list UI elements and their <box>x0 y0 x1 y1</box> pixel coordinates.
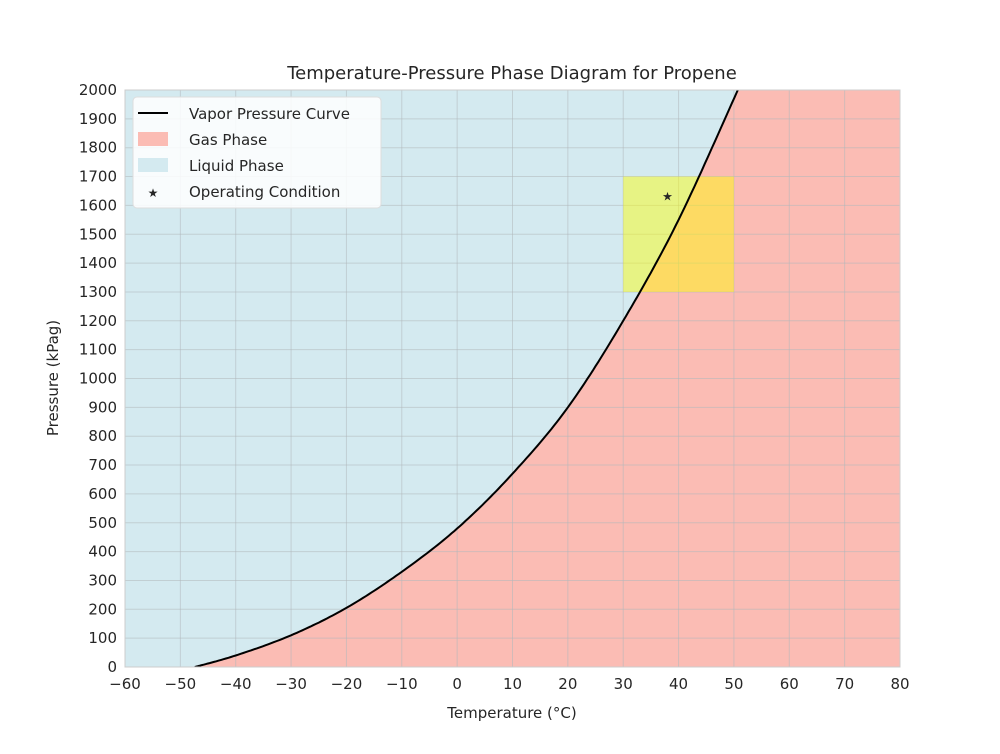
x-tick-label: −40 <box>220 675 252 693</box>
y-tick-label: 1200 <box>79 312 117 330</box>
legend: Vapor Pressure Curve Gas Phase Liquid Ph… <box>132 96 382 209</box>
legend-operating-label: Operating Condition <box>189 183 340 201</box>
y-tick-label: 200 <box>88 600 117 618</box>
x-tick-label: 80 <box>890 675 909 693</box>
y-tick-label: 1500 <box>79 225 117 243</box>
y-axis-label: Pressure (kPag) <box>44 320 62 436</box>
x-tick-label: −10 <box>386 675 418 693</box>
legend-liquid-label: Liquid Phase <box>189 157 284 175</box>
operating-point-star: ★ <box>662 190 673 204</box>
x-tick-label: 30 <box>614 675 633 693</box>
y-tick-label: 0 <box>107 658 117 676</box>
x-tick-label: −50 <box>165 675 197 693</box>
legend-liquid-swatch <box>138 158 168 172</box>
x-tick-label: 40 <box>669 675 688 693</box>
chart-title: Temperature-Pressure Phase Diagram for P… <box>286 63 737 84</box>
x-axis: −60 −50 −40 −30 −20 −10 0 10 20 30 40 50 60 70 80 <box>109 675 909 693</box>
y-axis: 0 100 200 300 400 500 600 700 800 900 1000 1100 1200… <box>79 81 117 676</box>
vapor-pressure-curve <box>194 90 739 667</box>
x-tick-label: 70 <box>835 675 854 693</box>
legend-curve-label: Vapor Pressure Curve <box>189 105 350 123</box>
x-tick-label: 50 <box>724 675 743 693</box>
plot-border <box>124 89 901 668</box>
x-axis-label: Temperature (°C) <box>446 704 576 722</box>
y-tick-label: 400 <box>88 543 117 561</box>
y-tick-label: 100 <box>88 629 117 647</box>
x-tick-label: −60 <box>109 675 141 693</box>
y-tick-label: 900 <box>88 398 117 416</box>
x-tick-label: 10 <box>503 675 522 693</box>
y-tick-label: 1000 <box>79 370 117 388</box>
x-tick-label: −30 <box>275 675 307 693</box>
y-tick-label: 1800 <box>79 139 117 157</box>
y-tick-label: 1900 <box>79 110 117 128</box>
x-tick-label: 60 <box>780 675 799 693</box>
operating-window <box>623 176 734 292</box>
x-tick-label: 20 <box>558 675 577 693</box>
legend-gas-label: Gas Phase <box>189 131 267 149</box>
legend-star-icon: ★ <box>148 186 159 200</box>
y-tick-label: 700 <box>88 456 117 474</box>
y-tick-label: 1300 <box>79 283 117 301</box>
y-tick-label: 1400 <box>79 254 117 272</box>
y-tick-label: 2000 <box>79 81 117 99</box>
y-tick-label: 1700 <box>79 168 117 186</box>
y-tick-label: 800 <box>88 427 117 445</box>
legend-gas-swatch <box>138 132 168 146</box>
x-tick-label: 0 <box>452 675 462 693</box>
y-tick-label: 300 <box>88 571 117 589</box>
x-tick-label: −20 <box>331 675 363 693</box>
y-tick-label: 1600 <box>79 196 117 214</box>
y-tick-label: 1100 <box>79 341 117 359</box>
y-tick-label: 500 <box>88 514 117 532</box>
plot-area: ★ <box>124 89 901 668</box>
y-tick-label: 600 <box>88 485 117 503</box>
